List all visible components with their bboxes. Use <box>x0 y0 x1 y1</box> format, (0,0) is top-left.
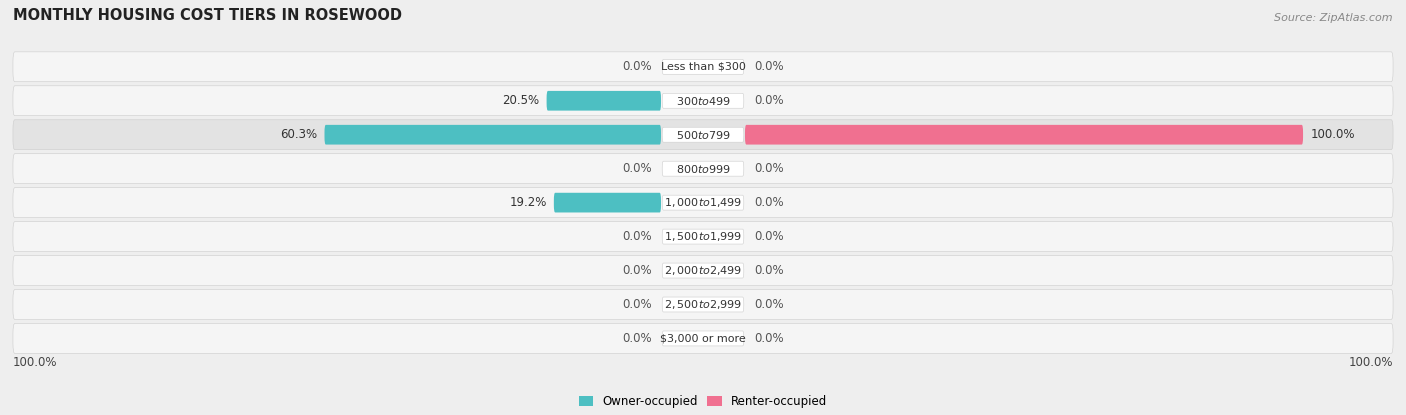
Text: 0.0%: 0.0% <box>623 264 652 277</box>
Text: $3,000 or more: $3,000 or more <box>661 334 745 344</box>
Text: 0.0%: 0.0% <box>754 60 783 73</box>
FancyBboxPatch shape <box>13 256 1393 286</box>
Text: 0.0%: 0.0% <box>754 332 783 345</box>
FancyBboxPatch shape <box>662 127 744 142</box>
Text: 100.0%: 100.0% <box>1310 128 1355 141</box>
FancyBboxPatch shape <box>13 154 1393 183</box>
Text: MONTHLY HOUSING COST TIERS IN ROSEWOOD: MONTHLY HOUSING COST TIERS IN ROSEWOOD <box>13 7 402 23</box>
FancyBboxPatch shape <box>662 297 744 312</box>
Text: $1,500 to $1,999: $1,500 to $1,999 <box>664 230 742 243</box>
Text: 0.0%: 0.0% <box>623 298 652 311</box>
Text: 0.0%: 0.0% <box>754 196 783 209</box>
Text: 0.0%: 0.0% <box>754 298 783 311</box>
Text: $1,000 to $1,499: $1,000 to $1,499 <box>664 196 742 209</box>
FancyBboxPatch shape <box>662 263 744 278</box>
FancyBboxPatch shape <box>745 125 1303 144</box>
FancyBboxPatch shape <box>662 229 744 244</box>
FancyBboxPatch shape <box>554 193 661 212</box>
FancyBboxPatch shape <box>325 125 661 144</box>
Text: 60.3%: 60.3% <box>280 128 318 141</box>
Text: $500 to $799: $500 to $799 <box>675 129 731 141</box>
Text: 0.0%: 0.0% <box>623 230 652 243</box>
FancyBboxPatch shape <box>662 161 744 176</box>
Text: 0.0%: 0.0% <box>754 162 783 175</box>
FancyBboxPatch shape <box>13 222 1393 251</box>
Text: 0.0%: 0.0% <box>623 332 652 345</box>
Text: $2,500 to $2,999: $2,500 to $2,999 <box>664 298 742 311</box>
Text: 100.0%: 100.0% <box>1348 356 1393 369</box>
Text: 0.0%: 0.0% <box>623 60 652 73</box>
Text: 100.0%: 100.0% <box>13 356 58 369</box>
FancyBboxPatch shape <box>13 120 1393 150</box>
FancyBboxPatch shape <box>662 195 744 210</box>
Text: 0.0%: 0.0% <box>754 264 783 277</box>
FancyBboxPatch shape <box>662 59 744 74</box>
Legend: Owner-occupied, Renter-occupied: Owner-occupied, Renter-occupied <box>574 391 832 413</box>
FancyBboxPatch shape <box>13 52 1393 82</box>
FancyBboxPatch shape <box>662 93 744 108</box>
Text: 0.0%: 0.0% <box>754 94 783 107</box>
FancyBboxPatch shape <box>13 324 1393 354</box>
FancyBboxPatch shape <box>13 188 1393 217</box>
Text: Less than $300: Less than $300 <box>661 62 745 72</box>
Text: $800 to $999: $800 to $999 <box>675 163 731 175</box>
FancyBboxPatch shape <box>13 290 1393 320</box>
Text: 0.0%: 0.0% <box>623 162 652 175</box>
Text: 0.0%: 0.0% <box>754 230 783 243</box>
Text: 20.5%: 20.5% <box>502 94 540 107</box>
FancyBboxPatch shape <box>662 331 744 346</box>
Text: $300 to $499: $300 to $499 <box>675 95 731 107</box>
Text: 19.2%: 19.2% <box>509 196 547 209</box>
FancyBboxPatch shape <box>547 91 661 111</box>
Text: $2,000 to $2,499: $2,000 to $2,499 <box>664 264 742 277</box>
FancyBboxPatch shape <box>13 86 1393 116</box>
Text: Source: ZipAtlas.com: Source: ZipAtlas.com <box>1274 12 1393 23</box>
